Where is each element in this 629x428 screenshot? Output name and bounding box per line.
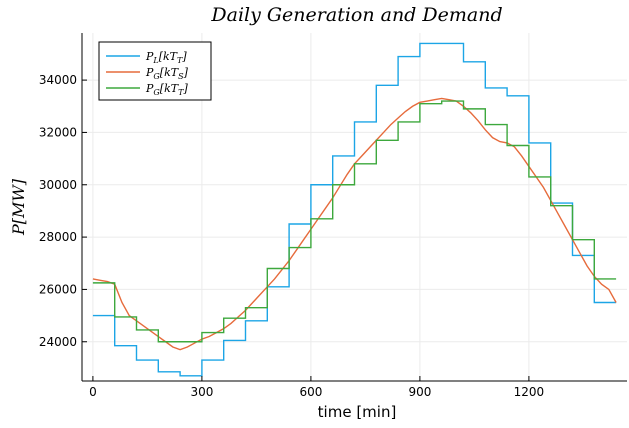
series-line-0 [92,42,617,377]
y-tick-label: 30000 [39,178,77,192]
chart-title: Daily Generation and Demand [210,4,502,26]
series-line-2 [92,100,617,343]
tick-labels: 0 300 600 900 1200 24000 26000 28000 30000 32000 3… [39,73,544,399]
x-tick-label: 0 [89,385,97,399]
y-tick-label: 32000 [39,125,77,139]
x-tick-label: 1200 [514,385,545,399]
x-axis-label: time [min] [318,403,397,421]
y-tick-label: 24000 [39,335,77,349]
legend-box [98,41,212,101]
legend: PL[kTT]PG[kTS]PG[kTT] [98,41,212,101]
y-tick-label: 26000 [39,282,77,296]
plot-series [92,42,617,377]
y-axis-label: P[MW] [9,178,28,236]
x-tick-label: 600 [299,385,322,399]
x-tick-label: 900 [408,385,431,399]
legend-label-0: PL[kTT] [145,50,187,65]
x-tick-label: 300 [190,385,213,399]
y-tick-label: 34000 [39,73,77,87]
y-tick-label: 28000 [39,230,77,244]
legend-label-1: PG[kTS] [145,66,189,81]
legend-label-2: PG[kTT] [145,82,188,97]
